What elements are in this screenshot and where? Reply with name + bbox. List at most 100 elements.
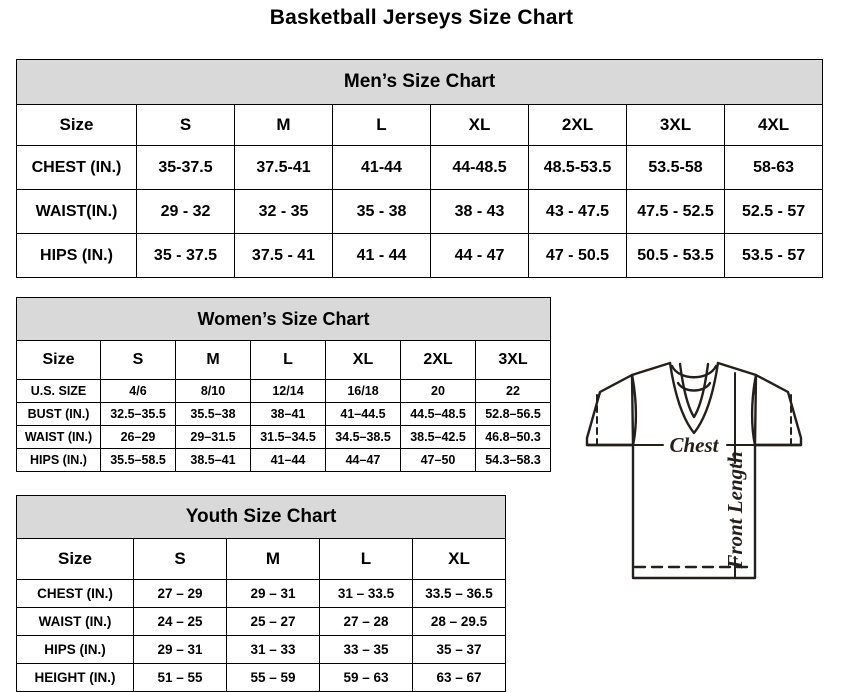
mens-hips-m: 37.5 - 41: [234, 233, 333, 278]
womens-hips-3xl: 54.3–58.3: [474, 448, 552, 472]
mens-chart-col-4xl: 4XL: [723, 104, 824, 146]
womens-chart-col-l: L: [250, 340, 326, 380]
mens-hips-s: 35 - 37.5: [136, 233, 235, 278]
mens-chart-header-row: Size S M L XL 2XL 3XL 4XL: [16, 104, 824, 146]
youth-waist-s: 24 – 25: [133, 607, 227, 636]
mens-row-label-chest: CHEST (IN.): [16, 145, 137, 190]
womens-size-chart-table: Women’s Size Chart Size S M L XL 2XL 3XL…: [15, 297, 552, 472]
youth-hips-s: 29 – 31: [133, 635, 227, 664]
womens-ussize-m: 8/10: [175, 379, 251, 403]
youth-height-s: 51 – 55: [133, 663, 227, 692]
youth-hips-m: 31 – 33: [226, 635, 320, 664]
youth-size-chart-table: Youth Size Chart Size S M L XL CHEST (IN…: [15, 495, 507, 692]
right-shoulder-line: [716, 361, 758, 377]
womens-ussize-xl: 16/18: [325, 379, 401, 403]
youth-chart-corner-label: Size: [16, 538, 134, 580]
womens-bust-s: 32.5–35.5: [100, 402, 176, 426]
womens-chart-header-row: Size S M L XL 2XL 3XL: [16, 340, 552, 380]
youth-chest-m: 29 – 31: [226, 579, 320, 608]
mens-waist-4xl: 52.5 - 57: [723, 189, 824, 234]
youth-chest-l: 31 – 33.5: [319, 579, 413, 608]
womens-ussize-3xl: 22: [474, 379, 552, 403]
mens-waist-l: 35 - 38: [332, 189, 431, 234]
mens-chest-l: 41-44: [332, 145, 431, 190]
mens-waist-s: 29 - 32: [136, 189, 235, 234]
right-armhole-seam: [750, 373, 758, 447]
mens-waist-m: 32 - 35: [234, 189, 333, 234]
table-row: CHEST (IN.) 27 – 29 29 – 31 31 – 33.5 33…: [16, 579, 507, 608]
table-row: HIPS (IN.) 35.5–58.5 38.5–41 41–44 44–47…: [16, 448, 552, 472]
table-row: HEIGHT (IN.) 51 – 55 55 – 59 59 – 63 63 …: [16, 663, 507, 692]
mens-chart-col-s: S: [136, 104, 235, 146]
youth-chart-band-row: Youth Size Chart: [15, 495, 507, 539]
womens-row-label-waist: WAIST (IN.): [16, 425, 101, 449]
table-row: CHEST (IN.) 35-37.5 37.5-41 41-44 44-48.…: [16, 145, 824, 190]
collar-inner-v: [678, 362, 710, 419]
mens-size-chart-table: Men’s Size Chart Size S M L XL 2XL 3XL 4…: [15, 59, 824, 278]
mens-row-label-hips: HIPS (IN.): [16, 233, 137, 278]
womens-bust-m: 35.5–38: [175, 402, 251, 426]
mens-hips-xl: 44 - 47: [430, 233, 529, 278]
womens-ussize-s: 4/6: [100, 379, 176, 403]
youth-row-label-height: HEIGHT (IN.): [16, 663, 134, 692]
youth-chart-band-title: Youth Size Chart: [15, 495, 507, 539]
womens-ussize-l: 12/14: [250, 379, 326, 403]
mens-chest-3xl: 53.5-58: [626, 145, 725, 190]
mens-hips-l: 41 - 44: [332, 233, 431, 278]
youth-height-xl: 63 – 67: [411, 663, 507, 692]
womens-chart-corner-label: Size: [16, 340, 101, 380]
mens-chest-m: 37.5-41: [234, 145, 333, 190]
womens-hips-2xl: 47–50: [400, 448, 476, 472]
youth-waist-m: 25 – 27: [226, 607, 320, 636]
mens-chart-col-2xl: 2XL: [528, 104, 627, 146]
womens-bust-3xl: 52.8–56.5: [474, 402, 552, 426]
table-row: WAIST (IN.) 24 – 25 25 – 27 27 – 28 28 –…: [16, 607, 507, 636]
mens-chart-col-l: L: [332, 104, 431, 146]
youth-hips-xl: 35 – 37: [411, 635, 507, 664]
mens-waist-xl: 38 - 43: [430, 189, 529, 234]
right-sleeve-shape: [753, 373, 803, 447]
youth-hips-l: 33 – 35: [319, 635, 413, 664]
womens-waist-l: 31.5–34.5: [250, 425, 326, 449]
womens-bust-l: 38–41: [250, 402, 326, 426]
womens-row-label-bust: BUST (IN.): [16, 402, 101, 426]
mens-chart-col-3xl: 3XL: [626, 104, 725, 146]
youth-row-label-hips: HIPS (IN.): [16, 635, 134, 664]
youth-chart-col-xl: XL: [411, 538, 507, 580]
mens-chest-xl: 44-48.5: [430, 145, 529, 190]
womens-waist-s: 26–29: [100, 425, 176, 449]
collar-band-arc-inner: [676, 381, 712, 392]
chest-label: Chest: [669, 433, 719, 457]
table-row: WAIST (IN.) 26–29 29–31.5 31.5–34.5 34.5…: [16, 425, 552, 449]
mens-waist-3xl: 47.5 - 52.5: [626, 189, 725, 234]
youth-waist-l: 27 – 28: [319, 607, 413, 636]
front-length-label: Front Length: [723, 451, 747, 569]
mens-chest-4xl: 58-63: [723, 145, 824, 190]
womens-hips-m: 38.5–41: [175, 448, 251, 472]
mens-hips-4xl: 53.5 - 57: [723, 233, 824, 278]
youth-chart-col-s: S: [133, 538, 227, 580]
mens-chest-s: 35-37.5: [136, 145, 235, 190]
page-title: Basketball Jerseys Size Chart: [269, 6, 574, 29]
womens-ussize-2xl: 20: [400, 379, 476, 403]
collar-band-arc-outer: [670, 364, 718, 379]
mens-hips-2xl: 47 - 50.5: [528, 233, 627, 278]
womens-waist-2xl: 38.5–42.5: [400, 425, 476, 449]
table-row: HIPS (IN.) 35 - 37.5 37.5 - 41 41 - 44 4…: [16, 233, 824, 278]
youth-chart-header-row: Size S M L XL: [16, 538, 507, 580]
mens-chart-col-xl: XL: [430, 104, 529, 146]
table-row: HIPS (IN.) 29 – 31 31 – 33 33 – 35 35 – …: [16, 635, 507, 664]
mens-chart-col-m: M: [234, 104, 333, 146]
mens-chart-corner-label: Size: [16, 104, 137, 146]
collar-outer-v: [668, 361, 720, 435]
left-armhole-seam: [630, 373, 638, 447]
womens-chart-col-m: M: [175, 340, 251, 380]
youth-chest-s: 27 – 29: [133, 579, 227, 608]
womens-waist-m: 29–31.5: [175, 425, 251, 449]
table-row: BUST (IN.) 32.5–35.5 35.5–38 38–41 41–44…: [16, 402, 552, 426]
youth-row-label-waist: WAIST (IN.): [16, 607, 134, 636]
womens-hips-xl: 44–47: [325, 448, 401, 472]
womens-row-label-hips: HIPS (IN.): [16, 448, 101, 472]
womens-chart-col-3xl: 3XL: [474, 340, 552, 380]
womens-bust-2xl: 44.5–48.5: [400, 402, 476, 426]
